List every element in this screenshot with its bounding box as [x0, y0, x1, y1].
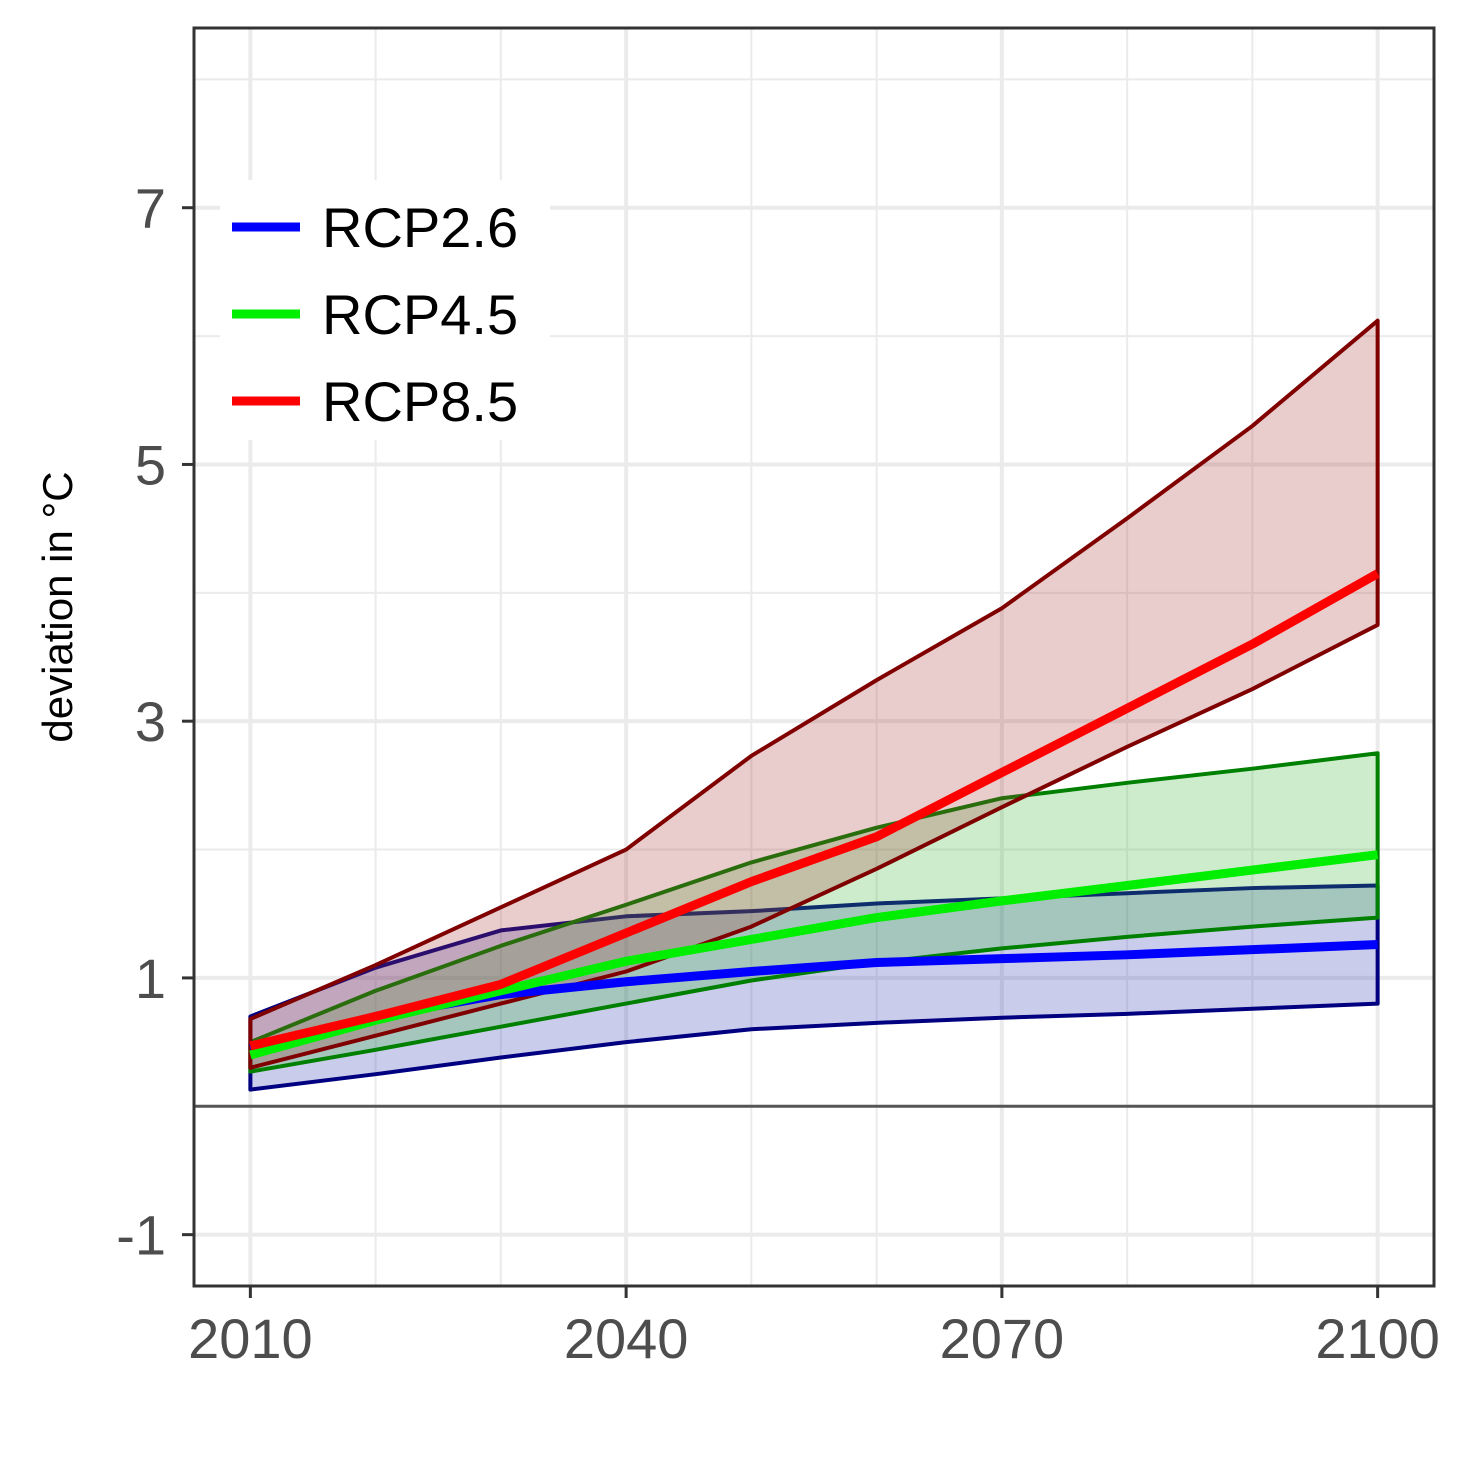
axes: 2010 2040 2070 2100 -1 1 3 5 7 — [116, 177, 1440, 1370]
x-tick-label: 2100 — [1315, 1307, 1440, 1370]
plot-panel-border — [192, 26, 1436, 1288]
y-tick-label: 5 — [135, 433, 166, 496]
legend-label-rcp4-5: RCP4.5 — [322, 283, 518, 346]
mean-line-rcp4-5 — [249, 850, 1379, 1060]
y-tick-label: 7 — [135, 177, 166, 240]
mean-lines — [249, 569, 1380, 1060]
legend-label-rcp8-5: RCP8.5 — [322, 370, 518, 433]
y-tick-label: -1 — [116, 1204, 166, 1267]
x-tick-label: 2070 — [940, 1307, 1065, 1370]
legend-label-rcp2-6: RCP2.6 — [322, 196, 518, 259]
mean-line-rcp8-5 — [249, 569, 1380, 1051]
y-axis-title: deviation in °C — [34, 471, 81, 742]
y-tick-label: 3 — [135, 690, 166, 753]
x-tick-label: 2010 — [188, 1307, 313, 1370]
x-tick-label: 2040 — [564, 1307, 689, 1370]
y-tick-label: 1 — [135, 947, 166, 1010]
legend: RCP2.6 RCP4.5 RCP8.5 — [232, 196, 518, 433]
